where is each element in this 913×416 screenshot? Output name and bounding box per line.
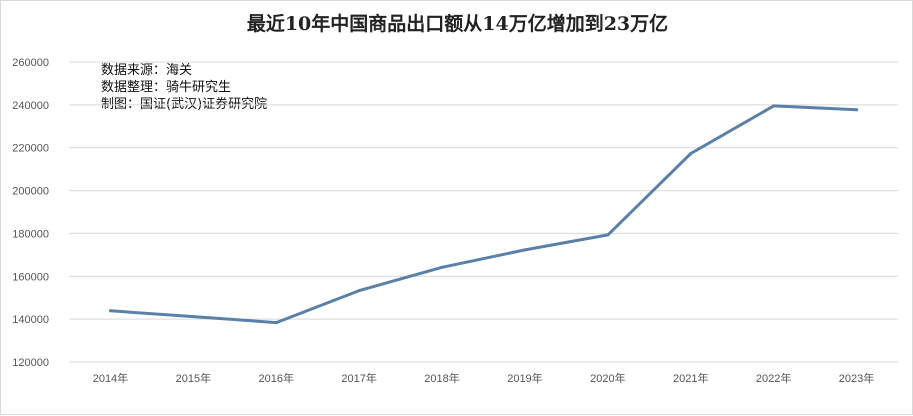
y-tick-label: 120000: [12, 357, 49, 369]
y-tick-label: 140000: [12, 314, 49, 326]
x-tick-label: 2020年: [590, 371, 625, 385]
x-tick-label: 2014年: [93, 371, 128, 385]
y-tick-label: 160000: [12, 271, 49, 283]
x-tick-label: 2016年: [259, 371, 294, 385]
x-tick-label: 2018年: [424, 371, 459, 385]
data-point: [689, 152, 693, 155]
data-point: [606, 233, 610, 237]
y-tick-label: 200000: [12, 186, 49, 198]
y-tick-label: 220000: [12, 143, 49, 155]
x-tick-label: 2017年: [341, 371, 376, 385]
x-tick-label: 2022年: [756, 371, 791, 385]
data-point: [274, 321, 278, 325]
y-tick-label: 180000: [12, 228, 49, 240]
x-tick-label: 2023年: [839, 371, 874, 385]
data-point: [191, 315, 195, 319]
data-point: [440, 265, 444, 269]
data-point: [772, 104, 776, 108]
x-tick-label: 2019年: [507, 371, 542, 385]
x-tick-label: 2021年: [673, 371, 708, 385]
note-compiler: 数据整理：骑牛研究生: [101, 80, 232, 95]
data-point: [523, 248, 527, 252]
x-tick-label: 2015年: [176, 371, 211, 385]
data-point: [357, 289, 361, 293]
series-line: [109, 104, 859, 325]
data-point: [855, 108, 859, 112]
chart-title: 最近10年中国商品出口额从14万亿增加到23万亿: [246, 13, 669, 35]
y-tick-label: 260000: [12, 57, 49, 69]
y-tick-label: 240000: [12, 100, 49, 112]
data-point: [108, 309, 112, 313]
note-source: 数据来源：海关: [101, 63, 193, 78]
